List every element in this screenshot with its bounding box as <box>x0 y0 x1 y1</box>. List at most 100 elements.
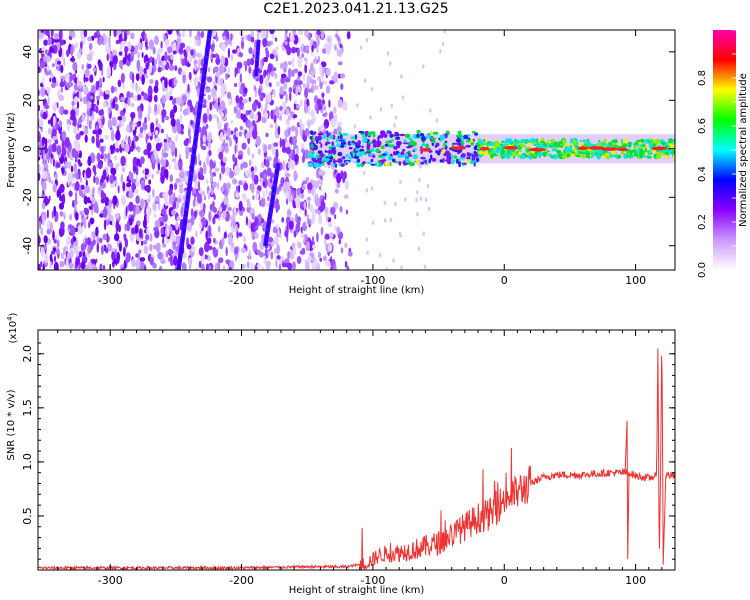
heatmap-cell <box>398 161 402 166</box>
heatmap-cell <box>50 72 54 77</box>
heatmap-cell <box>153 64 157 73</box>
heatmap-cell <box>71 105 75 111</box>
heatmap-cell <box>265 132 269 138</box>
heatmap-cell <box>214 167 220 172</box>
heatmap-cell <box>507 138 513 144</box>
heatmap-cell <box>143 130 146 135</box>
heatmap-cell <box>159 59 163 65</box>
heatmap-cell <box>64 73 70 78</box>
heatmap-cell <box>138 249 142 254</box>
heatmap-cell <box>368 141 374 145</box>
heatmap-cell <box>151 174 154 179</box>
heatmap-cell <box>44 89 48 96</box>
heatmap-cell <box>52 230 55 241</box>
heatmap-cell <box>316 98 322 106</box>
heatmap-cell <box>146 227 150 235</box>
heatmap-cell <box>218 206 223 214</box>
heatmap-cell <box>118 242 122 252</box>
heatmap-cell <box>361 145 364 149</box>
heatmap-cell <box>80 261 86 270</box>
heatmap-cell <box>114 141 119 149</box>
heatmap-cell <box>243 182 249 191</box>
heatmap-cell <box>304 149 310 160</box>
heatmap-cell <box>252 241 258 253</box>
heatmap-cell <box>59 105 65 116</box>
heatmap-cell <box>78 162 83 167</box>
heatmap-cell <box>263 173 267 179</box>
heatmap-cell <box>96 152 101 162</box>
panel2-frame <box>37 329 676 571</box>
heatmap-cell <box>385 140 392 144</box>
heatmap-cell <box>221 236 225 246</box>
heatmap-cell <box>157 202 161 211</box>
heatmap-cell <box>293 99 298 104</box>
heatmap-cell <box>303 57 308 62</box>
heatmap-cell <box>319 185 322 191</box>
heatmap-cell <box>455 138 462 143</box>
heatmap-cell <box>357 140 361 145</box>
heatmap-cell <box>282 160 286 171</box>
heatmap-cell <box>311 179 316 187</box>
heatmap-cell <box>71 55 75 63</box>
heatmap-cell <box>320 61 327 68</box>
heatmap-cell <box>281 138 286 148</box>
heatmap-cell <box>154 35 159 45</box>
heatmap-cell <box>181 58 185 67</box>
heatmap-cell <box>487 149 491 153</box>
heatmap-cell <box>259 74 264 85</box>
heatmap-cell <box>256 31 260 40</box>
heatmap-cell <box>56 239 60 248</box>
snr-series-line <box>38 348 675 570</box>
heatmap-cell <box>289 35 295 42</box>
heatmap-cell <box>154 220 161 228</box>
heatmap-cell <box>157 66 162 73</box>
heatmap-cell <box>43 39 48 46</box>
heatmap-cell <box>293 79 299 86</box>
heatmap-cell <box>63 246 66 255</box>
heatmap-cell <box>86 103 92 109</box>
heatmap-cell <box>85 68 90 77</box>
heatmap-cell <box>102 233 108 241</box>
heatmap-cell <box>325 130 329 135</box>
heatmap-cell <box>139 126 143 134</box>
heatmap-cell <box>250 36 255 43</box>
y-tick-label: 40 <box>21 45 34 59</box>
heatmap-cell <box>135 175 139 187</box>
heatmap-cell <box>181 262 186 270</box>
heatmap-cell <box>213 102 218 109</box>
heatmap-cell <box>173 161 179 171</box>
heatmap-cell <box>44 138 48 148</box>
heatmap-cell <box>267 195 270 202</box>
heatmap-cell <box>144 73 149 79</box>
heatmap-cell <box>174 147 178 158</box>
heatmap-cell <box>362 137 368 143</box>
heatmap-cell <box>302 180 308 185</box>
heatmap-cell <box>296 104 300 109</box>
heatmap-cell <box>76 251 79 258</box>
heatmap-cell <box>67 252 71 260</box>
heatmap-cell <box>431 157 437 162</box>
heatmap-cell <box>396 141 402 144</box>
heatmap-cell <box>287 250 290 260</box>
heatmap-cell <box>342 171 347 180</box>
heatmap-cell <box>672 142 675 145</box>
heatmap-cell <box>72 126 79 135</box>
heatmap-cell <box>453 149 460 153</box>
heatmap-cell <box>278 263 282 270</box>
heatmap-cell <box>230 54 233 61</box>
heatmap-cell <box>326 138 329 142</box>
heatmap-cell <box>519 142 524 147</box>
heatmap-cell <box>390 139 394 142</box>
heatmap-cell <box>209 159 214 170</box>
heatmap-cell <box>305 234 308 242</box>
heatmap-cell <box>485 138 488 143</box>
heatmap-cell <box>148 39 155 50</box>
heatmap-cell <box>38 235 41 245</box>
heatmap-cell <box>223 139 226 148</box>
heatmap-cell <box>369 131 376 135</box>
heatmap-cell <box>226 127 231 137</box>
heatmap-cell <box>256 249 262 254</box>
heatmap-cell <box>161 95 165 105</box>
heatmap-cell <box>346 31 351 40</box>
heatmap-cell <box>345 160 350 164</box>
